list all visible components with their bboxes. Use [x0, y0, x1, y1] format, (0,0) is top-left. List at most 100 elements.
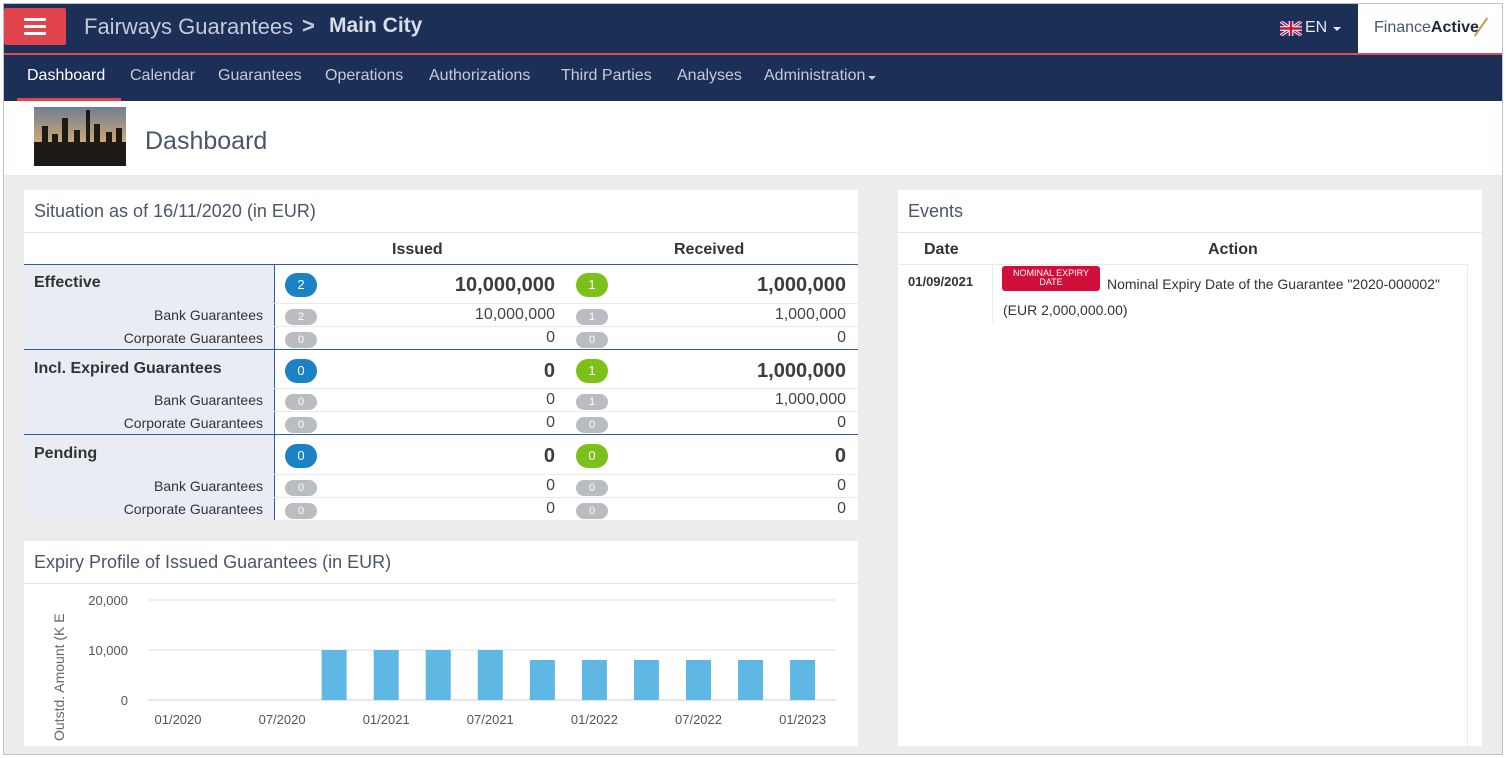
chart-x-tick-label: 07/2020	[259, 712, 306, 727]
events-column-date: Date	[924, 241, 959, 258]
issued-count-badge[interactable]: 0	[285, 444, 317, 468]
received-count-badge[interactable]: 1	[576, 394, 608, 410]
header-divider	[4, 53, 1502, 55]
chart-bar	[686, 660, 711, 700]
chart-bar	[738, 660, 764, 700]
column-header-received: Received	[674, 241, 745, 258]
chart-y-tick-label: 0	[121, 693, 128, 708]
menu-line-icon	[24, 32, 46, 35]
nav-item-calendar[interactable]: Calendar	[130, 67, 195, 84]
issued-count-badge[interactable]: 0	[285, 503, 317, 519]
row-label-corporate-guarantees: Corporate Guarantees	[123, 415, 263, 431]
received-count-badge[interactable]: 1	[576, 359, 608, 383]
menu-line-icon	[24, 25, 46, 28]
events-column-action: Action	[1208, 241, 1258, 258]
event-description[interactable]: Nominal Expiry Date of the Guarantee "20…	[1107, 276, 1440, 292]
breadcrumb-entity[interactable]: Main City	[329, 14, 423, 37]
received-amount: 0	[837, 477, 846, 494]
chart-x-tick-label: 01/2022	[571, 712, 618, 727]
chart-x-tick-label: 01/2021	[363, 712, 410, 727]
events-panel: Events Date Action 01/09/2021 NOMINAL EX…	[898, 190, 1482, 746]
issued-count-badge[interactable]: 0	[285, 417, 317, 433]
nav-item-third-parties[interactable]: Third Parties	[561, 67, 652, 84]
received-count-badge[interactable]: 0	[576, 503, 608, 519]
row-divider	[274, 326, 858, 327]
brand-text-bold: Active	[1430, 19, 1479, 36]
city-skyline-image	[34, 107, 126, 166]
chart-bar	[321, 650, 347, 700]
chart-x-tick-label: 01/2020	[155, 712, 202, 727]
nav-item-administration-label: Administration	[764, 67, 866, 84]
row-divider	[274, 474, 858, 475]
row-divider	[274, 497, 858, 498]
panel-divider	[24, 232, 858, 233]
panel-divider	[898, 232, 1482, 233]
row-label-corporate-guarantees: Corporate Guarantees	[123, 501, 263, 517]
nav-item-dashboard[interactable]: Dashboard	[27, 67, 106, 84]
issued-count-badge[interactable]: 2	[285, 309, 317, 325]
issued-count-badge[interactable]: 0	[285, 332, 317, 348]
nav-item-authorizations[interactable]: Authorizations	[429, 67, 531, 84]
column-header-issued: Issued	[392, 241, 443, 258]
received-amount: 0	[837, 414, 846, 431]
panel-divider	[24, 583, 858, 584]
expiry-profile-chart: 20,000 10,000 0 01/2020 07/2020 01/2021 07/202…	[88, 593, 836, 727]
received-count-badge[interactable]: 0	[576, 480, 608, 496]
received-count-badge[interactable]: 0	[576, 332, 608, 348]
issued-count-badge[interactable]: 0	[285, 480, 317, 496]
issued-amount: 0	[546, 500, 555, 517]
row-divider	[898, 264, 1468, 265]
issued-amount: 0	[543, 360, 555, 382]
issued-amount: 0	[546, 414, 555, 431]
page-header: Dashboard	[4, 101, 1502, 175]
uk-flag-icon	[1280, 20, 1302, 36]
table-divider	[24, 264, 858, 265]
row-label-bank-guarantees: Bank Guarantees	[154, 392, 263, 408]
main-nav: Dashboard Calendar Guarantees Operations…	[4, 55, 1502, 101]
issued-amount: 0	[546, 329, 555, 346]
received-count-badge[interactable]: 1	[576, 309, 608, 325]
nav-item-guarantees[interactable]: Guarantees	[218, 67, 302, 84]
chart-y-tick-label: 20,000	[88, 593, 128, 608]
chart-x-tick-label: 01/2023	[779, 712, 826, 727]
received-amount: 0	[837, 329, 846, 346]
received-amount: 0	[837, 500, 846, 517]
language-selector[interactable]: EN	[1280, 19, 1342, 37]
chart-y-tick-label: 10,000	[88, 643, 128, 658]
event-date: 01/09/2021	[908, 274, 974, 289]
row-labels-column	[24, 264, 274, 520]
nav-item-operations[interactable]: Operations	[325, 67, 404, 84]
nav-item-administration[interactable]: Administration	[764, 67, 877, 85]
row-label-bank-guarantees: Bank Guarantees	[154, 307, 263, 323]
row-divider	[274, 303, 858, 304]
event-type-badge: NOMINAL EXPIRY DATE	[1002, 266, 1100, 291]
row-divider	[274, 388, 858, 389]
received-count-badge[interactable]: 0	[576, 444, 608, 468]
received-count-badge[interactable]: 1	[576, 273, 608, 297]
chart-bar	[529, 660, 555, 700]
events-title: Events	[908, 201, 964, 221]
language-label: EN	[1305, 19, 1328, 36]
expiry-profile-panel: Expiry Profile of Issued Guarantees (in …	[24, 541, 858, 746]
received-amount: 1,000,000	[774, 391, 846, 408]
received-amount: 1,000,000	[757, 274, 846, 296]
issued-amount: 0	[546, 391, 555, 408]
issued-count-badge[interactable]: 2	[285, 273, 317, 297]
situation-title: Situation as of 16/11/2020 (in EUR)	[34, 201, 316, 221]
chevron-down-icon	[1333, 27, 1342, 31]
finance-active-logo: FinanceActive	[1358, 4, 1502, 53]
breadcrumb-separator-icon: >	[302, 13, 315, 38]
chart-bar	[581, 660, 607, 700]
hamburger-menu-button[interactable]	[4, 8, 66, 45]
issued-count-badge[interactable]: 0	[285, 394, 317, 410]
nav-item-analyses[interactable]: Analyses	[677, 67, 742, 84]
received-count-badge[interactable]: 0	[576, 417, 608, 433]
event-amount: (EUR 2,000,000.00)	[1003, 302, 1128, 318]
section-label-effective: Effective	[34, 274, 101, 291]
table-divider	[24, 434, 858, 435]
breadcrumb-app-name[interactable]: Fairways Guarantees	[84, 14, 294, 39]
issued-count-badge[interactable]: 0	[285, 359, 317, 383]
row-divider	[274, 411, 858, 412]
section-label-expired: Incl. Expired Guarantees	[34, 360, 222, 377]
chart-bar	[373, 650, 399, 700]
